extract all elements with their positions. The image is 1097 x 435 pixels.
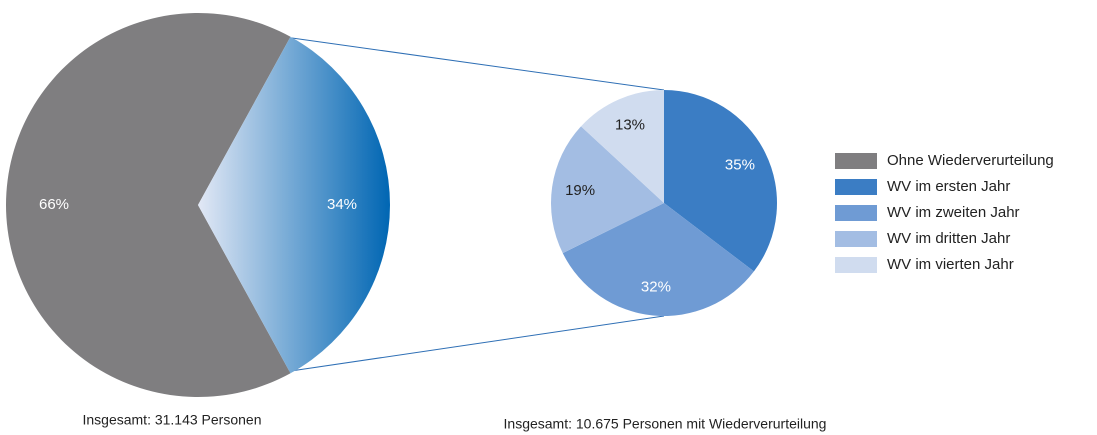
data-label: 32% bbox=[641, 278, 671, 295]
pie-slice bbox=[198, 36, 390, 374]
connector bbox=[283, 315, 665, 373]
legend-label: Ohne Wiederverurteilung bbox=[887, 152, 1054, 169]
data-label: 35% bbox=[725, 156, 755, 173]
pie-slice bbox=[562, 203, 754, 316]
legend-swatch bbox=[835, 257, 877, 273]
data-label: 13% bbox=[615, 116, 645, 133]
legend-swatch bbox=[835, 179, 877, 195]
legend-swatch bbox=[835, 231, 877, 247]
subtitle: Insgesamt: 31.143 Personen bbox=[82, 412, 261, 428]
connector bbox=[291, 37, 665, 91]
legend-label: WV im vierten Jahr bbox=[887, 256, 1014, 273]
legend-swatch bbox=[835, 153, 877, 169]
pie-slice bbox=[664, 90, 777, 272]
data-label: 66% bbox=[39, 196, 69, 213]
legend-label: WV im dritten Jahr bbox=[887, 230, 1010, 247]
pie-slice bbox=[551, 126, 664, 254]
pie-slice bbox=[580, 90, 664, 203]
legend-swatch bbox=[835, 205, 877, 221]
legend-label: WV im zweiten Jahr bbox=[887, 204, 1020, 221]
subtitle: Insgesamt: 10.675 Personen mit Wiederver… bbox=[504, 416, 827, 432]
data-label: 19% bbox=[565, 182, 595, 199]
legend-label: WV im ersten Jahr bbox=[887, 178, 1010, 195]
data-label: 34% bbox=[327, 196, 357, 213]
pie-slice bbox=[6, 13, 291, 397]
